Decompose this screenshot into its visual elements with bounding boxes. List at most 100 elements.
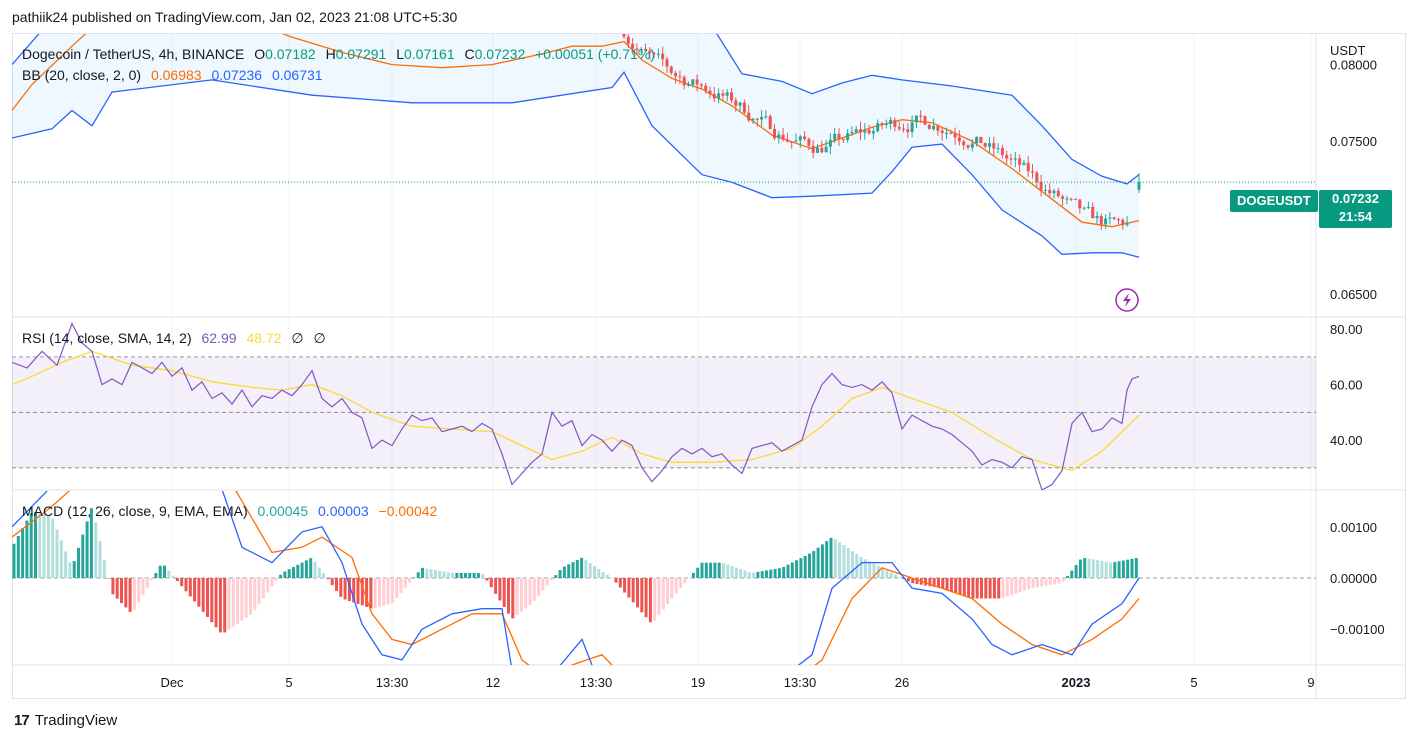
- macd-histogram-bar: [636, 578, 639, 608]
- macd-histogram-bar: [206, 578, 209, 617]
- candle-body: [953, 133, 957, 138]
- macd-histogram-bar: [180, 578, 184, 587]
- macd-histogram-bar: [782, 566, 786, 578]
- lightning-icon[interactable]: [1115, 288, 1139, 312]
- candle-body: [1121, 219, 1125, 225]
- candle-body: [631, 43, 635, 49]
- candle-body: [846, 133, 850, 140]
- bb-basis-value: 0.06983: [150, 67, 202, 83]
- macd-histogram-bar: [304, 560, 308, 578]
- candle-body: [730, 92, 733, 101]
- candle-body: [1048, 189, 1052, 194]
- macd-histogram-bar: [64, 551, 68, 578]
- candle-body: [794, 140, 798, 142]
- ticker-tag[interactable]: DOGEUSDT: [1230, 190, 1318, 212]
- macd-histogram-bar: [739, 569, 743, 578]
- macd-histogram-bar: [601, 571, 605, 578]
- candle-body: [699, 84, 703, 86]
- macd-histogram-bar: [872, 563, 876, 578]
- candle-body: [1005, 155, 1009, 159]
- price-tick-label: 0.08000: [1330, 58, 1377, 73]
- candle-body: [884, 123, 888, 125]
- candle-body: [1069, 198, 1073, 200]
- candle-body: [639, 48, 643, 51]
- macd-histogram-bar: [752, 572, 756, 578]
- macd-tick-label: −0.00100: [1330, 622, 1385, 637]
- macd-histogram-bar: [700, 562, 704, 578]
- macd-histogram-bar: [696, 567, 700, 578]
- candle-body: [927, 124, 931, 130]
- macd-histogram-bar: [408, 578, 412, 583]
- time-tick-label: 5: [285, 675, 292, 690]
- macd-histogram-bar: [984, 578, 988, 599]
- candle-body: [635, 48, 639, 51]
- candle-body: [725, 92, 729, 96]
- macd-histogram-bar: [980, 578, 983, 599]
- macd-histogram-bar: [309, 558, 313, 578]
- candle-body: [781, 134, 785, 140]
- macd-histogram-bar: [296, 564, 300, 578]
- macd-histogram-bar: [644, 578, 648, 618]
- candle-body: [1022, 162, 1026, 165]
- macd-histogram-bar: [648, 578, 652, 623]
- candle-body: [1052, 190, 1056, 194]
- candle-body: [1018, 158, 1022, 165]
- macd-histogram-bar: [803, 555, 807, 578]
- macd-histogram-bar: [734, 567, 738, 578]
- macd-legend[interactable]: MACD (12, 26, close, 9, EMA, EMA) 0.0004…: [22, 503, 443, 519]
- candle-body: [687, 84, 690, 86]
- macd-histogram-bar: [386, 578, 390, 605]
- macd-histogram-bar: [627, 578, 631, 598]
- symbol-line[interactable]: Dogecoin / TetherUS, 4h, BINANCE: [22, 46, 245, 62]
- macd-histogram-bar: [906, 578, 910, 582]
- candle-body: [936, 125, 940, 131]
- macd-histogram-bar: [1010, 578, 1014, 596]
- ohlc-change: +0.00051 (+0.71%): [535, 46, 655, 62]
- macd-histogram-bar: [1018, 578, 1022, 593]
- rsi-tick-label: 80.00: [1330, 322, 1363, 337]
- macd-histogram-bar: [713, 562, 717, 578]
- candle-body: [841, 139, 845, 141]
- candle-body: [1086, 206, 1090, 208]
- macd-histogram-bar: [339, 578, 343, 597]
- macd-histogram-bar: [997, 578, 1001, 599]
- macd-histogram-bar: [881, 568, 885, 578]
- macd-histogram-bar: [429, 569, 433, 578]
- macd-histogram-bar: [992, 578, 996, 599]
- time-tick-label: 9: [1307, 675, 1314, 690]
- macd-histogram-bar: [451, 572, 455, 578]
- candle-body: [652, 53, 656, 55]
- macd-histogram-bar: [1087, 558, 1091, 578]
- macd-histogram-bar: [1104, 561, 1108, 578]
- macd-histogram-bar: [631, 578, 635, 603]
- time-tick-label: 13:30: [580, 675, 613, 690]
- macd-histogram-bar: [562, 566, 566, 578]
- macd-histogram-bar: [77, 547, 80, 578]
- footer-brand[interactable]: 17 TradingView: [14, 712, 117, 729]
- macd-histogram-bar: [378, 578, 381, 607]
- macd-histogram-bar: [666, 578, 670, 605]
- macd-histogram-bar: [120, 578, 123, 604]
- macd-histogram-bar: [257, 578, 261, 605]
- macd-histogram-bar: [214, 578, 218, 628]
- bb-legend[interactable]: BB (20, close, 2, 0) 0.06983 0.07236 0.0…: [22, 67, 329, 83]
- macd-histogram-bar: [1031, 578, 1035, 589]
- macd-histogram-bar: [163, 565, 166, 578]
- candle-body: [957, 137, 961, 142]
- macd-histogram-bar: [924, 578, 928, 586]
- macd-histogram-bar: [795, 560, 799, 578]
- rsi-legend[interactable]: RSI (14, close, SMA, 14, 2) 62.99 48.72 …: [22, 330, 332, 347]
- macd-histogram-bar: [347, 578, 351, 601]
- macd-histogram-bar: [575, 559, 579, 578]
- macd-histogram-bar: [1117, 561, 1121, 578]
- macd-histogram-bar: [481, 573, 485, 578]
- macd-histogram-bar: [141, 578, 145, 596]
- macd-histogram-bar: [558, 570, 562, 578]
- candle-body: [790, 141, 794, 143]
- macd-histogram-bar: [85, 521, 89, 578]
- candle-body: [970, 143, 974, 148]
- macd-histogram-bar: [1005, 578, 1009, 597]
- macd-histogram-bar: [640, 578, 644, 613]
- candle-body: [996, 148, 1000, 150]
